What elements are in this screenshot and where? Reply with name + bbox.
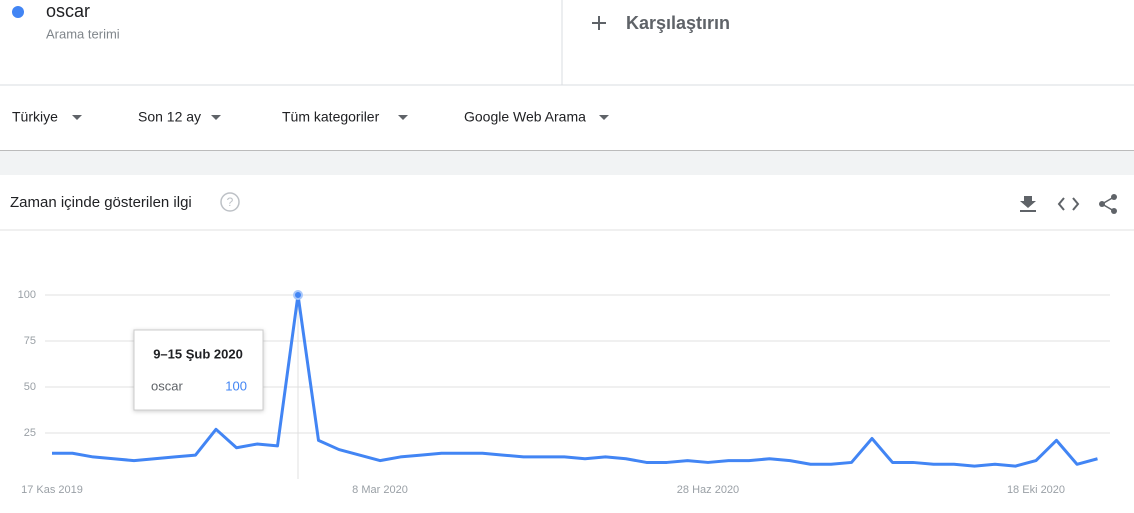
plus-icon [592, 16, 606, 30]
tooltip-title: 9–15 Şub 2020 [153, 346, 243, 361]
tooltip-value: 100 [225, 378, 247, 393]
tooltip-series: oscar [151, 378, 183, 393]
tooltip-box [133, 329, 264, 411]
filter-label[interactable]: Tüm kategoriler [282, 109, 380, 125]
band [0, 150, 1134, 175]
term-name: oscar [46, 1, 90, 21]
dropdown-arrow[interactable] [72, 115, 82, 120]
chart: 25 50 75 100 17 Kas 2019 8 Mar 2020 28 Haz 202… [18, 289, 1110, 496]
x-tick-label: 8 Mar 2020 [352, 484, 408, 496]
compare-label[interactable]: Karşılaştırın [626, 13, 730, 33]
compare-button[interactable]: Karşılaştırın [592, 13, 730, 33]
download-icon[interactable] [1020, 196, 1036, 212]
series-line [52, 293, 1098, 468]
hover-point [293, 290, 303, 300]
section-title: Zaman içinde gösterilen ilgi [10, 194, 192, 211]
y-tick-label: 25 [24, 427, 36, 439]
y-tick-label: 100 [18, 289, 36, 301]
filter-label[interactable]: Son 12 ay [138, 109, 201, 125]
share-icon[interactable] [1099, 194, 1117, 214]
svg-text:?: ? [227, 195, 234, 209]
x-tick-label: 17 Kas 2019 [21, 484, 83, 496]
x-tick-label: 18 Eki 2020 [1007, 484, 1065, 496]
tooltip: 9–15 Şub 2020 oscar 100 [133, 329, 264, 411]
dropdown-arrow[interactable] [211, 115, 221, 120]
filters: Türkiye Son 12 ay Tüm kategoriler Google We… [12, 109, 609, 125]
y-tick-label: 50 [24, 381, 36, 393]
embed-icon[interactable] [1057, 197, 1080, 211]
y-tick-label: 75 [24, 335, 36, 347]
filter-label[interactable]: Türkiye [12, 109, 58, 125]
x-tick-label: 28 Haz 2020 [677, 484, 739, 496]
dropdown-arrow[interactable] [599, 115, 609, 120]
help-icon[interactable]: ? [220, 192, 240, 212]
term-dot [12, 6, 24, 18]
dropdown-arrow[interactable] [398, 115, 408, 120]
term-label: Arama terimi [46, 26, 120, 41]
filter-label[interactable]: Google Web Arama [464, 109, 586, 125]
